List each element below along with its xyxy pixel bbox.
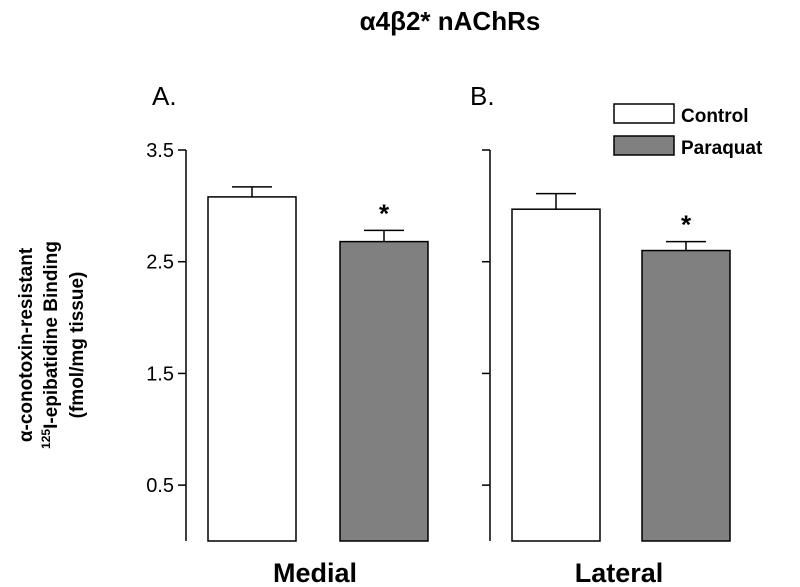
y-tick-label: 2.5 bbox=[146, 252, 174, 274]
legend-label-paraquat: Paraquat bbox=[681, 138, 763, 159]
panel-lateral: B. * Lateral bbox=[470, 81, 731, 587]
panel-label-b: B. bbox=[470, 81, 495, 111]
y-axis-label: α-conotoxin-resistant 125I-epibatidine B… bbox=[16, 241, 88, 449]
bars-medial: * bbox=[207, 186, 429, 542]
legend-swatch-paraquat bbox=[613, 135, 675, 156]
chart-title: α4β2* nAChRs bbox=[360, 6, 541, 36]
category-label-lateral: Lateral bbox=[575, 558, 664, 587]
bar-lateral-control bbox=[511, 208, 601, 542]
y-axis-label-line1: α-conotoxin-resistant bbox=[16, 247, 37, 442]
y-axis-label-line2: 125I-epibatidine Binding bbox=[39, 241, 62, 449]
panel-label-a: A. bbox=[152, 81, 177, 111]
y-tick-label: 0.5 bbox=[146, 475, 174, 497]
significance-marker-medial-paraquat: * bbox=[379, 198, 390, 228]
y-axis-left: 0.5 1.5 2.5 3.5 bbox=[146, 140, 187, 541]
y-axis-label-line2-text: I-epibatidine Binding bbox=[41, 241, 62, 429]
bar-lateral-paraquat bbox=[641, 249, 731, 542]
y-axis-label-superscript: 125 bbox=[39, 429, 53, 449]
legend: Control Paraquat bbox=[613, 103, 763, 159]
legend-swatch-control bbox=[613, 103, 675, 124]
bar-medial-paraquat bbox=[339, 240, 429, 542]
y-tick-label: 3.5 bbox=[146, 140, 174, 162]
bar-medial-control bbox=[207, 196, 297, 542]
panel-medial: A. 0.5 1.5 2.5 3.5 * Medial bbox=[146, 81, 429, 587]
significance-marker-lateral-paraquat: * bbox=[681, 210, 692, 240]
y-axis-label-line3: (fmol/mg tissue) bbox=[67, 272, 88, 419]
legend-label-control: Control bbox=[681, 106, 749, 127]
y-axis-right bbox=[482, 149, 491, 541]
category-label-medial: Medial bbox=[273, 558, 357, 587]
bars-lateral: * bbox=[511, 192, 731, 542]
y-tick-label: 1.5 bbox=[146, 363, 174, 385]
